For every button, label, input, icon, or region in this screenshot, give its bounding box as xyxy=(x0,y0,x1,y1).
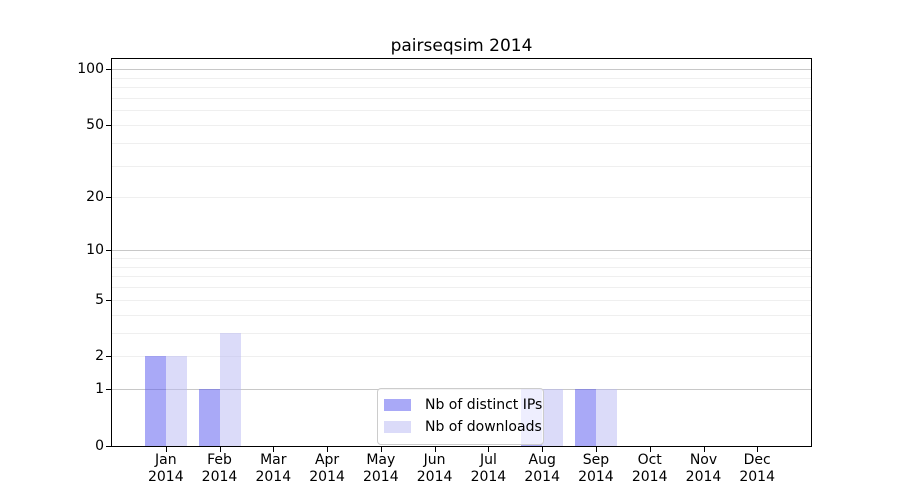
x-tick-year: 2014 xyxy=(201,469,238,485)
x-tick-year: 2014 xyxy=(631,469,668,485)
x-tick-year: 2014 xyxy=(147,469,184,485)
x-tick-month: Mar xyxy=(260,452,287,468)
y-tick-mark xyxy=(106,446,112,447)
legend-label-distinct-ips: Nb of distinct IPs xyxy=(425,397,543,413)
x-tick-month: Jul xyxy=(479,452,497,468)
bar-distinct-ips-sep xyxy=(574,389,596,446)
y-tick-label: 10 xyxy=(86,242,104,259)
gridline xyxy=(112,110,811,112)
x-tick-label: Dec 2014 xyxy=(727,452,787,486)
x-tick-year: 2014 xyxy=(255,469,292,485)
x-tick-label: Aug 2014 xyxy=(512,452,572,486)
y-tick-mark xyxy=(106,69,112,71)
x-tick-mark xyxy=(327,446,329,452)
legend-swatch-downloads xyxy=(384,421,411,433)
legend-item-downloads: Nb of downloads xyxy=(384,416,542,438)
y-tick-label: 50 xyxy=(86,117,104,133)
gridline-major xyxy=(112,250,811,252)
x-tick-month: Aug xyxy=(528,452,556,468)
gridline-major xyxy=(112,69,811,71)
gridline xyxy=(112,266,811,268)
x-tick-mark xyxy=(488,446,490,452)
x-tick-label: Apr 2014 xyxy=(297,452,357,486)
x-tick-mark xyxy=(219,446,221,452)
y-tick-mark xyxy=(106,250,112,252)
x-tick-year: 2014 xyxy=(739,469,775,485)
y-tick-label: 1 xyxy=(95,381,104,398)
y-tick-label: 20 xyxy=(86,189,104,206)
x-tick-mark xyxy=(542,446,544,452)
x-tick-month: Nov xyxy=(689,452,718,468)
gridline xyxy=(112,332,811,334)
bar-downloads-aug xyxy=(542,389,564,446)
gridline xyxy=(112,87,811,89)
x-tick-year: 2014 xyxy=(309,469,345,485)
x-tick-label: Sep 2014 xyxy=(566,452,626,486)
x-tick-label: Mar 2014 xyxy=(243,452,303,486)
bar-distinct-ips-jan xyxy=(144,356,166,446)
x-tick-label: Nov 2014 xyxy=(674,452,734,486)
gridline xyxy=(112,299,811,301)
gridline xyxy=(112,142,811,144)
legend-item-distinct-ips: Nb of distinct IPs xyxy=(384,394,542,416)
x-tick-month: Jun xyxy=(423,452,446,468)
x-tick-month: Feb xyxy=(207,452,232,468)
x-tick-label: Jan 2014 xyxy=(136,452,196,486)
x-tick-year: 2014 xyxy=(524,469,560,485)
x-tick-year: 2014 xyxy=(416,469,453,485)
gridline xyxy=(112,258,811,259)
x-tick-year: 2014 xyxy=(470,469,507,485)
x-tick-year: 2014 xyxy=(685,469,722,485)
x-tick-month: Sep xyxy=(582,452,610,468)
x-tick-mark xyxy=(273,446,275,452)
x-tick-mark xyxy=(649,446,651,452)
gridline xyxy=(112,276,811,278)
x-tick-label: Feb 2014 xyxy=(190,452,250,486)
gridline xyxy=(112,165,811,167)
bar-downloads-jan xyxy=(165,356,187,446)
legend-swatch-distinct-ips xyxy=(384,399,411,411)
x-tick-mark xyxy=(703,446,705,452)
y-tick-label: 0 xyxy=(95,438,104,454)
x-tick-year: 2014 xyxy=(578,469,614,485)
bar-distinct-ips-feb xyxy=(198,389,220,446)
gridline xyxy=(112,197,811,199)
y-tick-mark xyxy=(106,197,112,199)
gridline xyxy=(112,287,811,289)
gridline xyxy=(112,125,811,126)
y-tick-mark xyxy=(106,125,112,126)
legend: Nb of distinct IPs Nb of downloads xyxy=(377,388,544,445)
chart-title: pairseqsim 2014 xyxy=(390,36,533,56)
bar-downloads-feb xyxy=(219,332,241,446)
y-tick-label: 5 xyxy=(95,291,104,308)
x-tick-label: Jun 2014 xyxy=(405,452,465,486)
x-tick-mark xyxy=(595,446,597,452)
x-tick-month: Oct xyxy=(637,452,662,468)
x-tick-mark xyxy=(434,446,436,452)
gridline xyxy=(112,77,811,79)
y-tick-mark xyxy=(106,299,112,301)
x-tick-label: Oct 2014 xyxy=(620,452,680,486)
x-tick-month: Dec xyxy=(743,452,771,468)
gridline xyxy=(112,98,811,99)
y-tick-label: 100 xyxy=(77,61,104,78)
x-tick-month: May xyxy=(366,452,396,468)
legend-label-downloads: Nb of downloads xyxy=(425,419,542,435)
gridline xyxy=(112,314,811,316)
x-tick-year: 2014 xyxy=(362,469,399,485)
x-tick-label: May 2014 xyxy=(351,452,411,486)
plot-area: Nb of distinct IPs Nb of downloads xyxy=(111,58,812,447)
x-tick-month: Jan xyxy=(155,452,177,468)
x-tick-mark xyxy=(165,446,167,452)
x-tick-label: Jul 2014 xyxy=(458,452,518,486)
y-tick-mark xyxy=(106,356,112,358)
y-tick-mark xyxy=(106,389,112,391)
bar-downloads-sep xyxy=(595,389,617,446)
x-tick-mark xyxy=(380,446,382,452)
x-tick-mark xyxy=(757,446,759,452)
y-tick-label: 2 xyxy=(95,348,104,365)
x-tick-month: Apr xyxy=(314,452,340,468)
gridline xyxy=(112,356,811,358)
